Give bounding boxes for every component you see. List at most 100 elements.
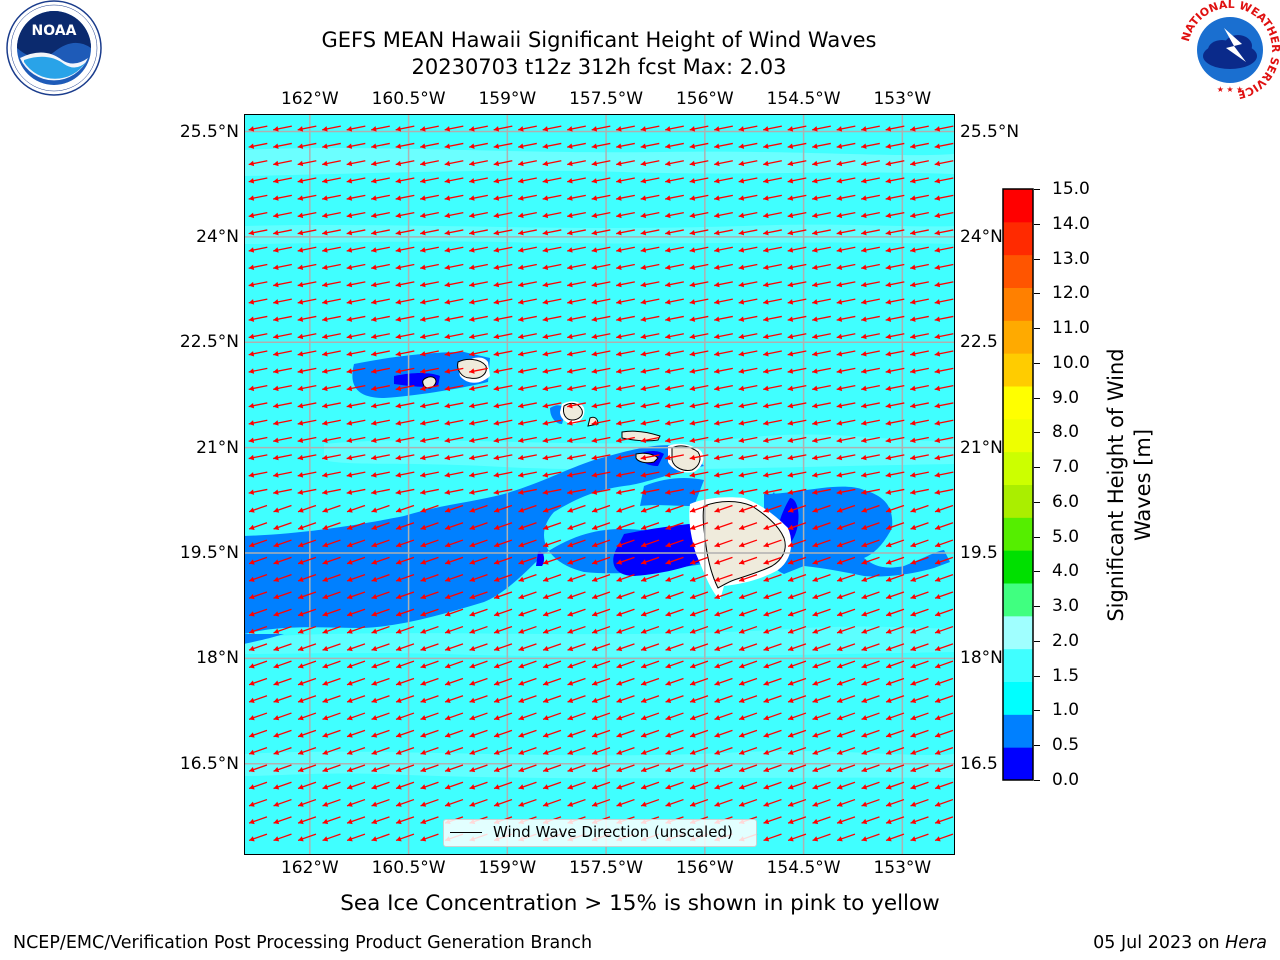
wave-arrow [812, 504, 831, 513]
wave-arrow [395, 677, 415, 686]
wave-arrow [395, 125, 415, 132]
wave-arrow [910, 211, 929, 219]
wave-arrow [812, 125, 831, 132]
wave-arrow [861, 384, 880, 392]
wave-arrow [248, 211, 268, 219]
wave-arrow [346, 695, 366, 703]
wave-arrow [469, 522, 488, 530]
wave-arrow [248, 367, 268, 374]
wave-arrow [395, 384, 415, 392]
lat-tick-right: 25.5°N [960, 121, 1020, 142]
wave-arrow [640, 798, 660, 807]
lon-tick-bottom: 159°W [478, 858, 537, 878]
wave-arrow [591, 281, 611, 288]
wave-arrow [346, 350, 366, 357]
wave-arrow [885, 419, 905, 426]
wave-arrow [910, 522, 929, 530]
wave-arrow [738, 781, 758, 790]
wave-arrow [371, 591, 390, 600]
wave-arrow [714, 539, 733, 548]
wave-arrow [567, 798, 586, 807]
wave-arrow [273, 229, 292, 236]
wave-arrow [861, 488, 880, 495]
wave-arrow [420, 798, 439, 807]
wave-arrow [248, 522, 268, 530]
wave-arrow [395, 315, 415, 322]
wave-arrow [812, 384, 831, 392]
wave-arrow [322, 625, 341, 634]
wave-arrow [787, 281, 807, 288]
wave-arrow [591, 177, 611, 184]
colorbar-segment [1003, 418, 1033, 453]
wave-arrow [885, 160, 905, 167]
wave-arrow [640, 574, 660, 582]
wave-arrow [346, 436, 366, 443]
wave-arrow [689, 591, 709, 600]
wave-arrow [395, 522, 415, 530]
wave-arrow [787, 729, 807, 738]
wave-arrow [616, 263, 635, 270]
wave-arrow [861, 608, 880, 617]
wave-arrow [518, 384, 537, 392]
wave-arrow [493, 419, 513, 426]
wave-arrow [493, 798, 513, 807]
wave-arrow [591, 454, 611, 461]
wave-arrow [763, 402, 782, 409]
wave-arrow [346, 333, 366, 340]
wave-arrow [542, 454, 562, 461]
wave-arrow [371, 643, 390, 652]
wave-arrow [395, 816, 415, 825]
wave-arrow [665, 471, 684, 478]
wave-arrow [444, 142, 464, 149]
wave-arrow [420, 384, 439, 392]
nws-logo: NATIONAL WEATHER SERVICE ★ ★ ★ [1180, 0, 1280, 100]
wave-arrow [738, 574, 758, 582]
wave-arrow [248, 574, 268, 582]
wave-arrow [836, 402, 856, 409]
wave-arrow [542, 488, 562, 495]
wave-arrow [640, 488, 660, 495]
lat-tick-right: 16.5 [960, 753, 998, 774]
wave-arrow [640, 729, 660, 738]
wave-arrow [689, 402, 709, 409]
wave-arrow [885, 142, 905, 149]
wave-arrow [518, 333, 537, 340]
wave-arrow [885, 712, 905, 721]
wave-arrow [910, 798, 929, 807]
wave-arrow [371, 333, 390, 340]
wave-arrow [665, 643, 684, 652]
wave-arrow [836, 591, 856, 600]
wave-arrow [861, 471, 880, 478]
wave-arrow [910, 764, 929, 773]
wave-arrow [322, 177, 341, 184]
wave-arrow [542, 625, 562, 634]
wave-arrow [616, 471, 635, 478]
wave-arrow [420, 281, 439, 288]
wave-arrow [444, 281, 464, 288]
lat-tick-left: 16.5°N [179, 753, 239, 774]
wave-arrow [346, 471, 366, 478]
wave-arrow [738, 591, 758, 600]
wave-arrow [518, 436, 537, 443]
wave-arrow [910, 333, 929, 340]
wave-arrow [322, 419, 341, 426]
wave-arrow [861, 816, 880, 825]
wave-arrow [665, 333, 684, 340]
wave-arrow [591, 574, 611, 582]
wave-arrow [910, 695, 929, 703]
wave-arrow [518, 263, 537, 270]
wave-arrow [616, 643, 635, 652]
wave-arrow [542, 298, 562, 305]
wave-arrow [934, 798, 954, 807]
wave-arrow [665, 625, 684, 634]
wave-arrow [689, 574, 709, 582]
wave-arrow [689, 643, 709, 652]
wave-arrow [493, 211, 513, 219]
wave-arrow [787, 539, 807, 548]
colorbar-tick [1034, 258, 1040, 260]
wave-arrow [689, 660, 709, 669]
wave-arrow [665, 125, 684, 132]
wave-arrow [885, 816, 905, 825]
wave-arrow [273, 211, 292, 219]
wave-arrow [518, 315, 537, 322]
